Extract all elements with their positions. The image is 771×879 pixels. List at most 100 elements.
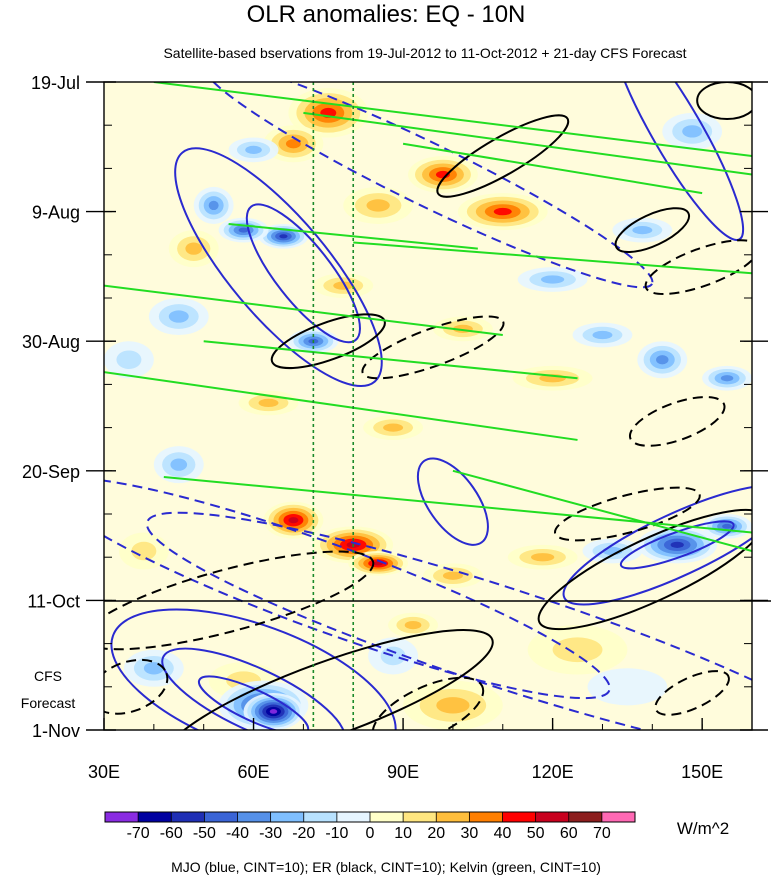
anomaly-patch: [383, 423, 404, 432]
colorbar-swatch: [535, 812, 570, 822]
colorbar-swatch: [204, 812, 238, 822]
anomaly-patch: [333, 281, 354, 290]
heatmap-layer: [104, 88, 752, 730]
anomaly-patch: [436, 697, 470, 714]
colorbar-swatch: [336, 812, 371, 822]
anomaly-patch: [531, 553, 555, 562]
colorbar-units: W/m^2: [677, 819, 729, 838]
y-tick-label: 20-Sep: [22, 462, 80, 482]
anomaly-patch: [285, 139, 301, 149]
anomaly-patch: [552, 637, 603, 663]
kelvin-contour: [104, 371, 578, 441]
axes: 30E 60E 90E 120E 150E 19-Jul 9-Aug 30-Aug 20-Sep…: [22, 73, 768, 782]
mjo-contour: [416, 457, 489, 546]
forecast-label-forecast: Forecast: [21, 695, 76, 711]
kelvin-contour: [402, 142, 703, 195]
er-contour: [371, 676, 485, 730]
colorbar: -70 -60 -50 -40 -30 -20 -10 0 10 20 30 40 50 60 70: [104, 811, 636, 842]
colorbar-level-label: 10: [394, 825, 412, 842]
anomaly-patch: [208, 200, 219, 211]
anomaly-patch: [238, 227, 249, 233]
anomaly-patch: [404, 620, 422, 630]
colorbar-swatch: [568, 812, 603, 822]
mjo-contour: [174, 147, 383, 388]
er-contour: [436, 114, 570, 198]
anomaly-patch: [279, 234, 288, 239]
plot-frame: [103, 81, 753, 731]
x-tick-label: 150E: [681, 762, 723, 782]
kelvin-contour: [203, 340, 578, 380]
anomaly-patch: [245, 145, 262, 154]
colorbar-level-label: 0: [366, 825, 375, 842]
colorbar-swatch: [370, 812, 404, 822]
anomaly-patch: [269, 709, 278, 714]
er-contour: [554, 486, 701, 542]
colorbar-swatch: [502, 812, 536, 822]
mjo-contour: [562, 484, 752, 606]
colorbar-level-label: -50: [193, 825, 216, 842]
er-contour: [628, 396, 726, 447]
colorbar-level-label: -40: [226, 825, 249, 842]
anomaly-patch: [670, 541, 684, 548]
y-tick-label: 19-Jul: [31, 73, 80, 93]
colorbar-level-label: 50: [527, 825, 545, 842]
anomaly-patch: [442, 571, 463, 580]
colorbar-swatch: [171, 812, 205, 822]
y-tick-label: 9-Aug: [32, 203, 80, 223]
x-tick-label: 60E: [238, 762, 270, 782]
er-contour: [104, 658, 169, 715]
colorbar-level-label: 20: [427, 825, 445, 842]
anomaly-patch: [366, 199, 390, 212]
er-contour: [654, 670, 730, 716]
colorbar-level-label: 60: [560, 825, 578, 842]
er-contour: [537, 508, 752, 631]
colorbar-swatch: [105, 812, 139, 822]
colorbar-level-label: -70: [127, 825, 150, 842]
anomaly-patch: [288, 517, 299, 524]
anomaly-patch: [587, 668, 668, 706]
colorbar-swatch: [601, 812, 636, 822]
anomaly-patch: [258, 398, 279, 408]
kelvin-contour: [153, 82, 752, 158]
y-tick-label: 30-Aug: [22, 332, 80, 352]
y-tick-label: 1-Nov: [32, 721, 80, 741]
kelvin-contour: [104, 284, 503, 337]
anomaly-patch: [170, 458, 188, 471]
kelvin-contour: [228, 222, 478, 250]
colorbar-level-label: -20: [292, 825, 315, 842]
anomaly-patch: [632, 226, 653, 235]
forecast-label-cfs: CFS: [34, 668, 62, 684]
kelvin-contour: [303, 111, 752, 176]
colorbar-swatch: [270, 812, 305, 822]
anomaly-patch: [682, 125, 703, 138]
x-tick-label: 120E: [532, 762, 574, 782]
chart-subtitle: Satellite-based bservations from 19-Jul-…: [163, 45, 686, 61]
plot-area: [104, 82, 752, 730]
anomaly-patch: [168, 310, 189, 323]
anomaly-patch: [116, 350, 142, 369]
colorbar-swatch: [469, 812, 503, 822]
er-contour: [696, 82, 752, 121]
anomaly-patch: [720, 375, 734, 382]
anomaly-patch: [493, 207, 512, 216]
mjo-contour: [245, 203, 361, 344]
colorbar-level-label: -30: [259, 825, 282, 842]
anomaly-patch: [143, 662, 164, 675]
anomaly-patch: [722, 523, 733, 529]
colorbar-level-label: 30: [460, 825, 478, 842]
mjo-contour: [110, 608, 397, 730]
er-contour: [614, 207, 691, 254]
anomaly-patch: [131, 541, 157, 561]
chart-title: OLR anomalies: EQ - 10N: [247, 1, 526, 28]
y-tick-label: 11-Oct: [27, 591, 80, 611]
colorbar-swatch: [237, 812, 271, 822]
colorbar-level-label: -10: [325, 825, 348, 842]
anomaly-patch: [540, 275, 565, 284]
colorbar-level-label: 40: [494, 825, 512, 842]
er-contour: [104, 550, 375, 651]
er-contour: [162, 629, 494, 730]
reference-lines: [312, 82, 355, 730]
kelvin-contour: [353, 241, 752, 275]
colorbar-level-label: -60: [160, 825, 183, 842]
